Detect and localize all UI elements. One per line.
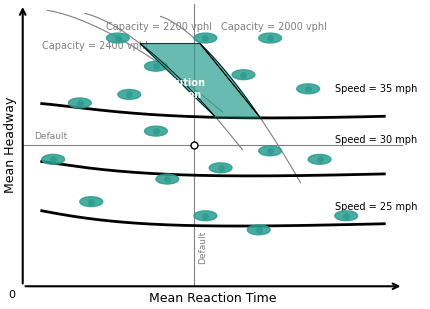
Ellipse shape [297,84,319,94]
Ellipse shape [232,70,255,80]
Ellipse shape [80,197,103,207]
Y-axis label: Mean Headway: Mean Headway [4,97,17,193]
Ellipse shape [259,146,282,156]
Ellipse shape [107,33,129,43]
Ellipse shape [335,211,358,221]
Ellipse shape [194,33,217,43]
Ellipse shape [209,163,232,173]
Text: Solution
Region: Solution Region [160,78,206,99]
Ellipse shape [247,225,270,235]
Ellipse shape [308,154,331,164]
Text: Capacity = 2200 vphl: Capacity = 2200 vphl [107,22,212,32]
Polygon shape [140,44,260,118]
Ellipse shape [68,98,91,108]
X-axis label: Mean Reaction Time: Mean Reaction Time [149,292,277,305]
Ellipse shape [156,174,179,184]
Ellipse shape [194,211,217,221]
Text: Speed = 35 mph: Speed = 35 mph [335,84,417,94]
Ellipse shape [118,90,141,99]
Text: Default: Default [198,231,207,264]
Text: Capacity = 2400 vphl: Capacity = 2400 vphl [42,41,147,52]
Ellipse shape [259,33,282,43]
Ellipse shape [144,61,167,71]
Ellipse shape [144,126,167,136]
Text: Capacity = 2000 vphl: Capacity = 2000 vphl [221,22,326,32]
Text: Default: Default [34,132,68,141]
Ellipse shape [42,154,64,164]
Text: Speed = 25 mph: Speed = 25 mph [335,202,417,212]
Text: Speed = 30 mph: Speed = 30 mph [335,135,417,145]
Text: 0: 0 [8,290,15,300]
